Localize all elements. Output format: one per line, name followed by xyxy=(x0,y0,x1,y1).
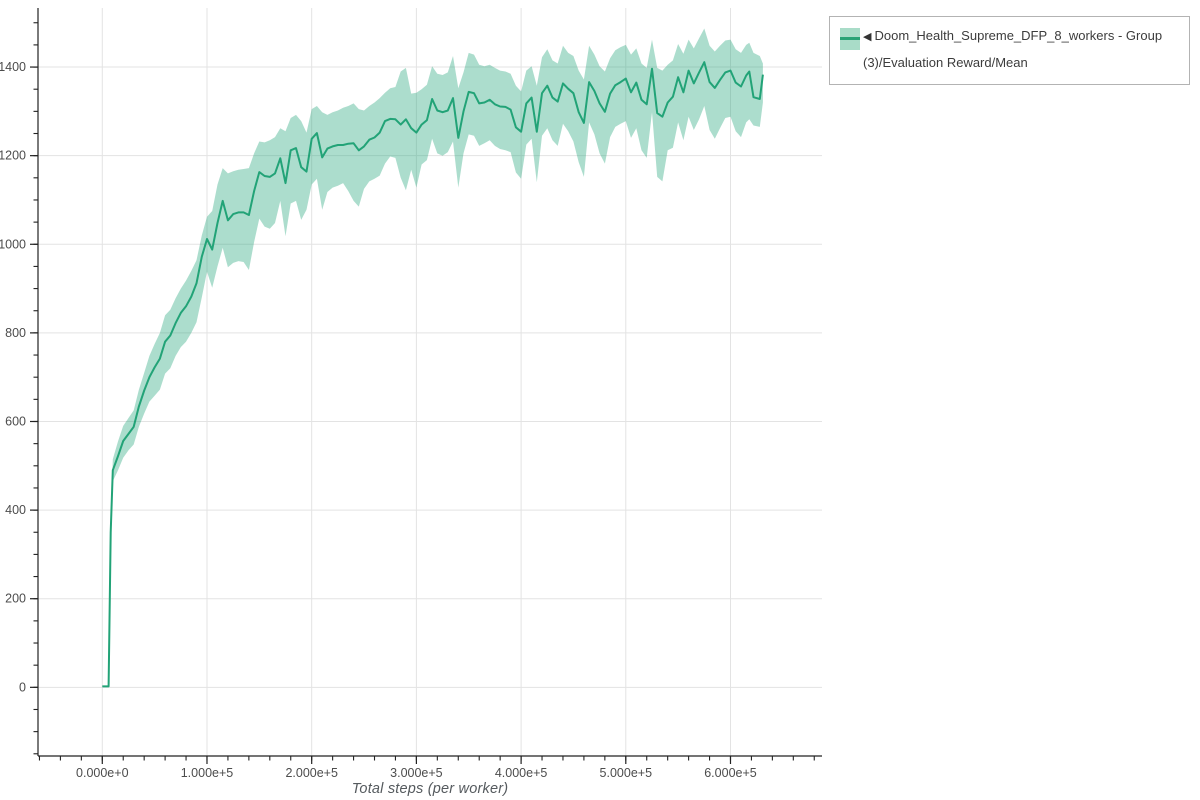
legend-swatch-line-icon xyxy=(840,37,860,40)
y-tick-label: 1400 xyxy=(0,60,26,74)
y-tick-label: 800 xyxy=(5,326,26,340)
collapse-triangle-icon: ◀ xyxy=(863,31,872,43)
y-tick-label: 1200 xyxy=(0,149,26,163)
y-tick-label: 200 xyxy=(5,592,26,606)
x-tick-label: 2.000e+5 xyxy=(285,766,338,780)
gridlines xyxy=(38,8,822,756)
axes: 0.000e+0 1.000e+5 2.000e+5 3.000e+5 4.000e+5… xyxy=(0,8,822,780)
mean-line xyxy=(102,61,764,688)
y-tick-label: 0 xyxy=(19,680,26,694)
confidence-band xyxy=(102,28,763,687)
y-tick-label: 1000 xyxy=(0,237,26,251)
x-axis-title: Total steps (per worker) xyxy=(351,781,509,797)
x-tick-label: 3.000e+5 xyxy=(390,766,443,780)
legend[interactable]: ◀ Doom_Health_Supreme_DFP_8_workers - Gro… xyxy=(829,16,1190,85)
x-tick-label: 6.000e+5 xyxy=(704,766,757,780)
x-tick-label: 1.000e+5 xyxy=(181,766,234,780)
legend-label: ◀ Doom_Health_Supreme_DFP_8_workers - Gro… xyxy=(863,23,1181,76)
x-tick-label: 0.000e+0 xyxy=(76,766,129,780)
y-tick-label: 600 xyxy=(5,414,26,428)
y-tick-label: 400 xyxy=(5,503,26,517)
legend-swatch-icon xyxy=(840,28,860,50)
legend-series-name: Doom_Health_Supreme_DFP_8_workers - Grou… xyxy=(863,28,1163,70)
x-tick-label: 5.000e+5 xyxy=(600,766,653,780)
x-tick-label: 4.000e+5 xyxy=(495,766,548,780)
